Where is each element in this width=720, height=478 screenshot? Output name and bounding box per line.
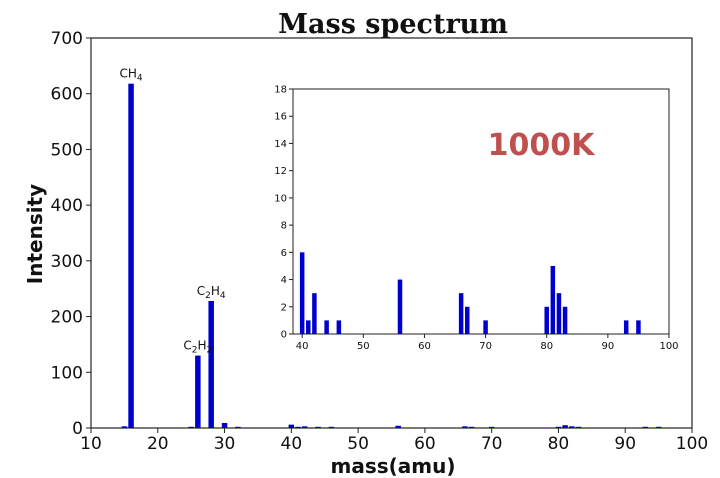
bar xyxy=(328,426,335,428)
bar xyxy=(288,424,295,428)
bar xyxy=(235,426,241,428)
bar xyxy=(562,425,568,428)
y-tick-label: 300 xyxy=(51,252,83,272)
bar xyxy=(221,422,228,428)
x-tick-label: 80 xyxy=(548,434,570,454)
inset-plot-frame xyxy=(292,88,670,335)
peak-label: C2H2 xyxy=(183,339,212,356)
inset-bar xyxy=(336,320,342,334)
x-tick-label: 100 xyxy=(676,434,708,454)
y-tick-label: 600 xyxy=(51,85,83,105)
inset-bar xyxy=(299,252,305,334)
inset-x-tick-label: 100 xyxy=(659,341,678,352)
inset-bar xyxy=(306,320,311,334)
y-tick-label: 400 xyxy=(51,196,83,216)
x-tick-label: 20 xyxy=(147,434,169,454)
main-x-ticks: 10 20 30 40 50 60 70 80 90 100 xyxy=(80,428,708,454)
y-tick-label: 500 xyxy=(51,140,83,160)
inset-bar xyxy=(312,293,317,334)
inset-bar xyxy=(397,279,403,334)
inset-bar xyxy=(483,320,488,334)
y-axis-label: Intensity xyxy=(23,184,47,284)
inset-bar xyxy=(464,306,470,334)
inset-y-tick-label: 14 xyxy=(274,139,287,150)
chart-title: Mass spectrum xyxy=(278,9,508,40)
inset-bar xyxy=(550,265,556,334)
bar xyxy=(462,426,468,428)
inset-y-tick-label: 10 xyxy=(274,193,287,204)
inset-bar xyxy=(636,320,641,334)
temperature-label: 1000K xyxy=(488,128,596,163)
bar xyxy=(642,426,649,428)
peak-label: CH4 xyxy=(119,67,142,84)
inset-y-tick-label: 16 xyxy=(274,112,287,123)
inset-x-tick-label: 60 xyxy=(418,341,431,352)
inset-bar xyxy=(458,293,464,334)
inset-x-tick-label: 50 xyxy=(357,341,370,352)
inset-y-tick-label: 18 xyxy=(274,85,287,96)
inset-x-tick-label: 90 xyxy=(601,341,614,352)
bar xyxy=(188,426,194,428)
x-tick-label: 10 xyxy=(80,434,102,454)
bar xyxy=(208,300,214,428)
inset-bar xyxy=(562,306,568,334)
bar xyxy=(655,426,662,428)
bar xyxy=(121,426,128,428)
bar xyxy=(488,426,495,428)
bar xyxy=(468,426,475,428)
inset-x-ticks: 40 50 60 70 80 90 100 xyxy=(296,334,679,352)
inset-y-tick-label: 4 xyxy=(281,275,287,286)
inset-x-tick-label: 40 xyxy=(296,341,309,352)
x-tick-label: 40 xyxy=(281,434,303,454)
inset-x-tick-label: 80 xyxy=(540,341,553,352)
x-tick-label: 90 xyxy=(614,434,636,454)
inset-y-tick-label: 0 xyxy=(281,330,287,341)
bar xyxy=(128,83,134,428)
inset-bar xyxy=(324,320,329,334)
bar xyxy=(569,426,575,428)
inset-bars xyxy=(299,252,641,334)
inset-y-ticks: 0 2 4 6 8 10 12 14 16 18 xyxy=(274,85,293,341)
bar xyxy=(395,425,401,428)
inset-plot: 0 2 4 6 8 10 12 14 16 18 40 50 60 70 80 90 100 1000K xyxy=(274,85,678,353)
y-tick-label: 200 xyxy=(51,308,83,328)
bar xyxy=(315,426,321,428)
bar xyxy=(575,426,582,428)
inset-y-tick-label: 8 xyxy=(281,221,287,232)
bar xyxy=(295,426,301,428)
x-tick-label: 70 xyxy=(481,434,503,454)
peak-label: C2H4 xyxy=(197,284,226,301)
x-tick-label: 60 xyxy=(414,434,436,454)
main-y-ticks: 0 100 200 300 400 500 600 700 xyxy=(51,29,91,439)
y-tick-label: 700 xyxy=(51,29,83,49)
inset-y-tick-label: 6 xyxy=(281,248,287,259)
inset-y-tick-label: 12 xyxy=(274,166,287,177)
inset-bar xyxy=(623,320,629,334)
y-tick-label: 0 xyxy=(72,419,83,439)
bar xyxy=(195,355,201,428)
x-tick-label: 30 xyxy=(214,434,236,454)
inset-bar xyxy=(544,306,549,334)
peak-annotations: CH4 C2H2 C2H4 xyxy=(119,67,225,356)
inset-y-tick-label: 2 xyxy=(281,302,287,313)
x-axis-label: mass(amu) xyxy=(331,454,456,478)
main-bars xyxy=(121,83,662,428)
x-tick-label: 50 xyxy=(347,434,369,454)
bar xyxy=(301,426,308,428)
inset-bar xyxy=(556,293,562,334)
y-tick-label: 100 xyxy=(51,363,83,383)
bar xyxy=(555,426,562,428)
inset-x-tick-label: 70 xyxy=(479,341,492,352)
main-plot-frame xyxy=(90,37,693,429)
